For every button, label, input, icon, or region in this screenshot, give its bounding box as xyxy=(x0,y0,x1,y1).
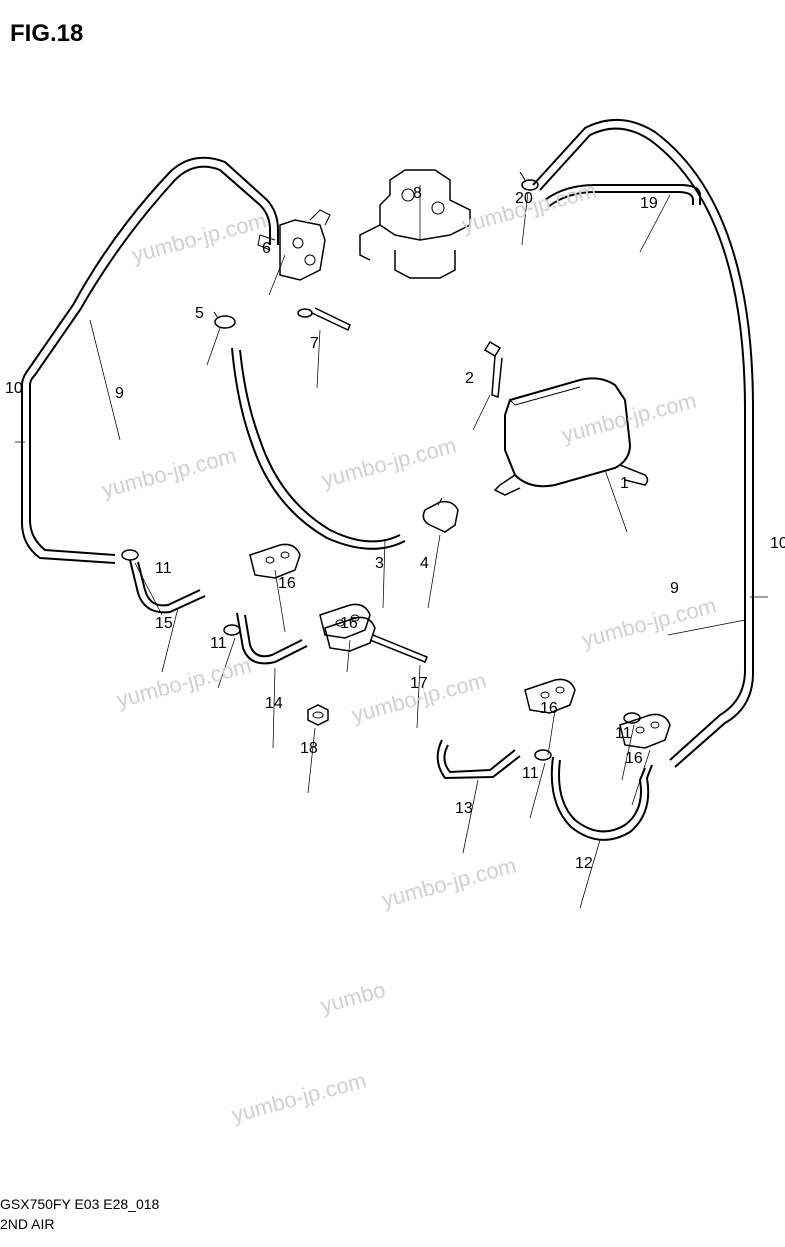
reference-number-12: 12 xyxy=(575,855,593,873)
reference-number-10: 10 xyxy=(770,535,785,553)
reference-number-11: 11 xyxy=(155,560,172,578)
reference-number-18: 18 xyxy=(300,740,318,758)
reference-number-14: 14 xyxy=(265,695,283,713)
reference-number-11: 11 xyxy=(522,765,539,783)
reference-number-4: 4 xyxy=(420,555,429,573)
footer-part-name: 2ND AIR xyxy=(0,1216,54,1232)
reference-number-16: 16 xyxy=(340,615,358,633)
reference-number-13: 13 xyxy=(455,800,473,818)
reference-number-16: 16 xyxy=(278,575,296,593)
reference-number-2: 2 xyxy=(465,370,474,388)
reference-number-8: 8 xyxy=(413,185,422,203)
reference-number-19: 19 xyxy=(640,195,658,213)
reference-number-17: 17 xyxy=(410,675,428,693)
reference-number-9: 9 xyxy=(670,580,679,598)
reference-number-10: 10 xyxy=(5,380,23,398)
reference-number-1: 1 xyxy=(620,475,629,493)
reference-number-16: 16 xyxy=(625,750,643,768)
reference-number-16: 16 xyxy=(540,700,558,718)
reference-number-6: 6 xyxy=(262,240,271,258)
reference-number-5: 5 xyxy=(195,305,204,323)
parts-diagram xyxy=(0,60,785,1160)
reference-number-20: 20 xyxy=(515,190,533,208)
reference-number-15: 15 xyxy=(155,615,173,633)
reference-number-3: 3 xyxy=(375,555,384,573)
footer-model-code: GSX750FY E03 E28_018 xyxy=(0,1196,159,1212)
reference-number-9: 9 xyxy=(115,385,124,403)
figure-title: FIG.18 xyxy=(10,20,83,48)
reference-number-7: 7 xyxy=(310,335,319,353)
reference-number-11: 11 xyxy=(210,635,227,653)
reference-number-11: 11 xyxy=(615,725,632,743)
